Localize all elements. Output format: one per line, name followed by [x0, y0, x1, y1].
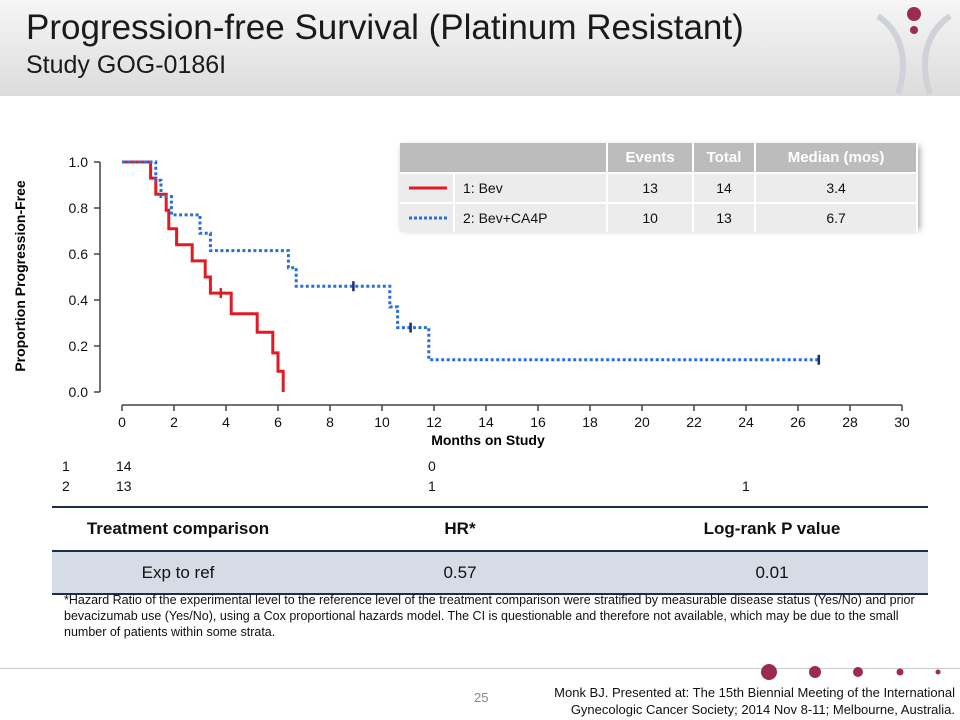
page-number: 25: [474, 690, 489, 705]
legend-header-blank: [400, 143, 609, 173]
at-risk-value: 13: [116, 478, 132, 494]
legend-events: 10: [607, 202, 694, 232]
legend-line-bev: [400, 172, 455, 203]
at-risk-value: 14: [116, 458, 132, 474]
x-tick-label: 4: [222, 414, 230, 430]
comparison-header: Treatment comparison: [52, 506, 304, 552]
legend-name: 1: Bev: [454, 172, 609, 203]
km-chart: 0.00.20.40.60.81.00 2 4 6 8 10 12 14 16 18 20 22 24 2…: [12, 154, 910, 448]
at-risk-label: 2: [62, 478, 70, 494]
x-tick-label: 12: [426, 414, 442, 430]
x-tick-label: 6: [274, 414, 282, 430]
y-axis-label: Proportion Progression-Free: [12, 180, 28, 372]
legend-row-bev-ca4p: 2: Bev+CA4P 10 13 6.7: [400, 202, 918, 232]
series-line-2: [122, 160, 819, 362]
comparison-header: HR*: [304, 506, 616, 552]
citation-line: Monk BJ. Presented at: The 15th Biennial…: [554, 685, 955, 700]
y-tick-label: 0.8: [69, 200, 89, 216]
legend-header-events: Events: [607, 143, 694, 173]
legend-line-bev-ca4p: [400, 202, 455, 232]
legend-events: 13: [607, 172, 694, 203]
y-tick-label: 0.2: [69, 338, 89, 354]
legend-total: 14: [692, 172, 757, 203]
legend-row-bev: 1: Bev 13 14 3.4: [400, 172, 918, 203]
x-tick-label: 10: [374, 414, 390, 430]
legend-median: 6.7: [755, 202, 918, 232]
x-tick-label: 18: [582, 414, 598, 430]
decorative-dots-icon: [761, 664, 941, 680]
comparison-row: Exp to ref 0.57 0.01: [52, 551, 928, 595]
series-line-1: [122, 160, 285, 392]
comparison-table: Treatment comparison HR* Log-rank P valu…: [52, 506, 928, 595]
x-tick-label: 28: [842, 414, 858, 430]
at-risk-value: 1: [428, 478, 436, 494]
at-risk-label: 1: [62, 458, 70, 474]
header-bar: Progression-free Survival (Platinum Resi…: [0, 0, 960, 96]
legend-header-median: Median (mos): [755, 143, 918, 173]
society-logo-icon: [876, 7, 952, 95]
x-tick-label: 22: [686, 414, 702, 430]
x-tick-label: 2: [170, 414, 178, 430]
comparison-cell: Exp to ref: [52, 551, 304, 595]
at-risk-value: 0: [428, 458, 436, 474]
citation: Monk BJ. Presented at: The 15th Biennial…: [430, 684, 955, 718]
at-risk-value: 1: [742, 478, 750, 494]
slide-title: Progression-free Survival (Platinum Resi…: [26, 8, 744, 47]
x-tick-label: 30: [894, 414, 910, 430]
footer-divider: [0, 668, 960, 669]
x-tick-label: 0: [118, 414, 126, 430]
comparison-header: Log-rank P value: [616, 506, 928, 552]
comparison-cell: 0.01: [616, 551, 928, 595]
x-tick-label: 14: [478, 414, 494, 430]
x-tick-label: 20: [634, 414, 650, 430]
x-tick-label: 8: [326, 414, 334, 430]
citation-line: Gynecologic Cancer Society; 2014 Nov 8-1…: [570, 702, 955, 717]
x-tick-label: 26: [790, 414, 806, 430]
legend-header-total: Total: [692, 143, 757, 173]
legend-table: Events Total Median (mos) 1: Bev 13 14 3…: [400, 143, 918, 232]
slide-subtitle: Study GOG-0186I: [26, 51, 227, 79]
comparison-cell: 0.57: [304, 551, 616, 595]
x-axis-label: Months on Study: [431, 432, 545, 448]
y-tick-label: 0.0: [69, 384, 89, 400]
y-tick-label: 0.4: [69, 292, 89, 308]
legend-total: 13: [692, 202, 757, 232]
y-tick-label: 1.0: [69, 154, 89, 170]
footnote: *Hazard Ratio of the experimental level …: [64, 593, 915, 639]
x-tick-label: 16: [530, 414, 546, 430]
x-tick-label: 24: [738, 414, 754, 430]
y-tick-label: 0.6: [69, 246, 89, 262]
legend-median: 3.4: [755, 172, 918, 203]
legend-name: 2: Bev+CA4P: [454, 202, 609, 232]
